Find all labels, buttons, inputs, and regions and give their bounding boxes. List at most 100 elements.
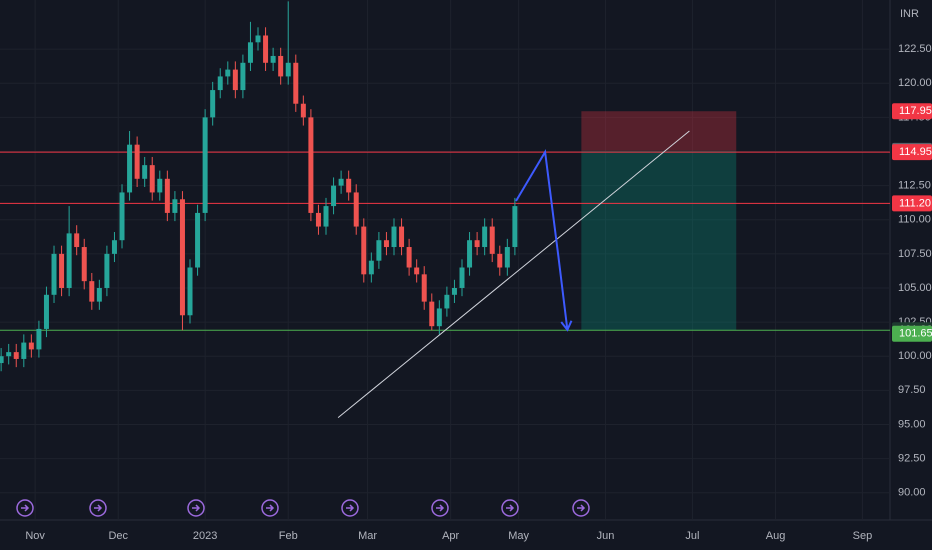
candle-body — [489, 226, 495, 254]
candle-body — [232, 69, 238, 91]
candle-body — [406, 247, 412, 268]
candle-body — [270, 55, 276, 63]
candle-body — [43, 294, 49, 329]
x-tick-label: Apr — [442, 530, 459, 542]
event-icon-arrow — [21, 504, 30, 512]
candle-body — [6, 352, 12, 357]
candle-body — [21, 342, 27, 359]
candle-body — [421, 274, 427, 302]
candle-body — [240, 62, 246, 91]
x-tick-label: Aug — [766, 530, 786, 542]
candle-body — [331, 185, 337, 207]
candle-body — [391, 226, 397, 248]
candle-body — [187, 267, 193, 316]
event-icon — [261, 499, 279, 517]
price-badge — [892, 325, 932, 342]
candle-body — [119, 192, 125, 241]
y-tick-label: 120.00 — [898, 77, 932, 89]
candle-body — [504, 247, 510, 268]
candle-body — [361, 226, 367, 275]
event-icon-arrow — [94, 504, 103, 512]
price-badge-label: 114.95 — [899, 146, 932, 158]
candle-body — [399, 226, 405, 248]
candle-body — [497, 253, 503, 268]
projection-path — [515, 149, 569, 331]
candle-body — [28, 342, 34, 350]
candle-body — [134, 144, 140, 179]
candle-body — [89, 281, 95, 302]
candle-body — [255, 35, 261, 43]
candle-body — [172, 199, 178, 213]
candle-body — [81, 247, 87, 282]
candle-body — [300, 103, 306, 118]
candle-body — [111, 240, 117, 254]
event-icon — [187, 499, 205, 517]
unit-label: INR — [900, 8, 919, 20]
candle-body — [51, 253, 57, 295]
event-icon-arrow — [192, 504, 201, 512]
candle-body — [474, 240, 480, 248]
candle-body — [429, 301, 435, 327]
event-icon — [89, 499, 107, 517]
candle-body — [149, 165, 155, 193]
candle-body — [293, 62, 299, 104]
y-tick-label: 107.50 — [898, 248, 932, 260]
candle-body — [315, 212, 321, 227]
candle-body — [285, 62, 291, 77]
candle-body — [104, 253, 110, 288]
event-icon — [341, 499, 359, 517]
candle-body — [451, 287, 457, 295]
event-icon-arrow — [506, 504, 515, 512]
candle-body — [512, 206, 518, 248]
candle-body — [353, 192, 359, 227]
candle-body — [482, 226, 488, 248]
y-tick-label: 97.50 — [898, 384, 926, 396]
x-tick-label: Jul — [685, 530, 699, 542]
candle-body — [142, 165, 148, 179]
price-badge — [892, 103, 932, 120]
candle-body — [436, 308, 442, 327]
candle-body — [308, 117, 314, 213]
x-tick-label: Nov — [25, 530, 45, 542]
price-badge — [892, 144, 932, 161]
candle-body — [202, 117, 208, 213]
candle-body — [346, 178, 352, 193]
price-badge-label: 101.65 — [899, 328, 932, 340]
candle-body — [467, 240, 473, 268]
y-tick-label: 100.00 — [898, 350, 932, 362]
candle-body — [179, 199, 185, 316]
candle-body — [66, 233, 72, 288]
candle-body — [157, 178, 163, 193]
arrow-head — [560, 320, 573, 332]
y-tick-label: 122.50 — [898, 43, 932, 55]
candle-body — [376, 240, 382, 261]
y-tick-label: 105.00 — [898, 282, 932, 294]
candle-body — [383, 240, 389, 248]
trend-line — [337, 130, 690, 419]
candle-body — [36, 328, 42, 350]
event-icon-arrow — [346, 504, 355, 512]
y-tick-label: 90.00 — [898, 487, 926, 499]
candle-body — [0, 356, 4, 364]
y-tick-label: 110.00 — [898, 214, 931, 226]
x-tick-label: Jun — [597, 530, 615, 542]
y-tick-label: 92.50 — [898, 452, 926, 464]
candle-body — [13, 352, 19, 359]
price-badge — [892, 195, 932, 212]
event-icon-arrow — [436, 504, 445, 512]
candle-body — [217, 76, 223, 91]
candle-body — [96, 287, 102, 302]
candle-body — [127, 144, 133, 193]
event-icon — [501, 499, 519, 517]
y-tick-label: 95.00 — [898, 418, 926, 430]
x-tick-label: May — [508, 530, 529, 542]
x-tick-label: 2023 — [193, 530, 217, 542]
event-icon — [431, 499, 449, 517]
x-tick-label: Sep — [853, 530, 873, 542]
x-tick-label: Mar — [358, 530, 377, 542]
candle-body — [195, 212, 201, 268]
price-badge-label: 117.95 — [899, 105, 932, 117]
